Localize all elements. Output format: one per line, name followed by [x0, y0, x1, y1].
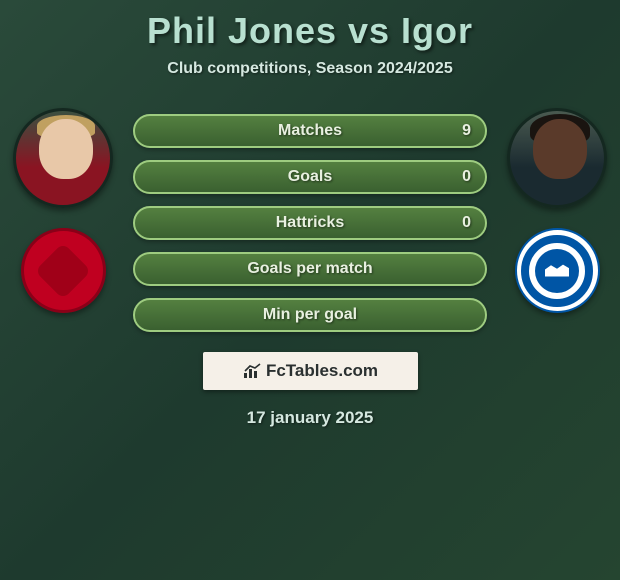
branding-text: FcTables.com [266, 361, 378, 381]
left-column [8, 108, 118, 313]
player-photo-right [507, 108, 607, 208]
stat-label: Goals [288, 168, 332, 186]
stat-row-goals-per-match: Goals per match [133, 252, 487, 286]
stat-right-value: 0 [462, 214, 471, 232]
stat-label: Hattricks [276, 214, 344, 232]
stats-column: Matches 9 Goals 0 Hattricks 0 Goals per … [133, 108, 487, 332]
stat-label: Matches [278, 122, 342, 140]
chart-icon [242, 363, 262, 379]
manutd-shield-icon [35, 242, 92, 299]
stat-right-value: 0 [462, 168, 471, 186]
date-text: 17 january 2025 [0, 408, 620, 428]
stat-label: Goals per match [247, 260, 372, 278]
subtitle: Club competitions, Season 2024/2025 [0, 60, 620, 78]
page-title: Phil Jones vs Igor [0, 10, 620, 52]
stat-right-value: 9 [462, 122, 471, 140]
club-logo-right [515, 228, 600, 313]
branding-badge: FcTables.com [203, 352, 418, 390]
stat-row-matches: Matches 9 [133, 114, 487, 148]
club-logo-left [21, 228, 106, 313]
player-photo-left [13, 108, 113, 208]
player-head-left [39, 119, 93, 179]
main-row: Matches 9 Goals 0 Hattricks 0 Goals per … [0, 108, 620, 332]
brighton-seagull-icon [535, 249, 579, 293]
player-head-right [533, 119, 587, 179]
stat-row-hattricks: Hattricks 0 [133, 206, 487, 240]
stat-row-goals: Goals 0 [133, 160, 487, 194]
stat-row-min-per-goal: Min per goal [133, 298, 487, 332]
right-column [502, 108, 612, 313]
comparison-card: Phil Jones vs Igor Club competitions, Se… [0, 0, 620, 428]
stat-label: Min per goal [263, 306, 357, 324]
